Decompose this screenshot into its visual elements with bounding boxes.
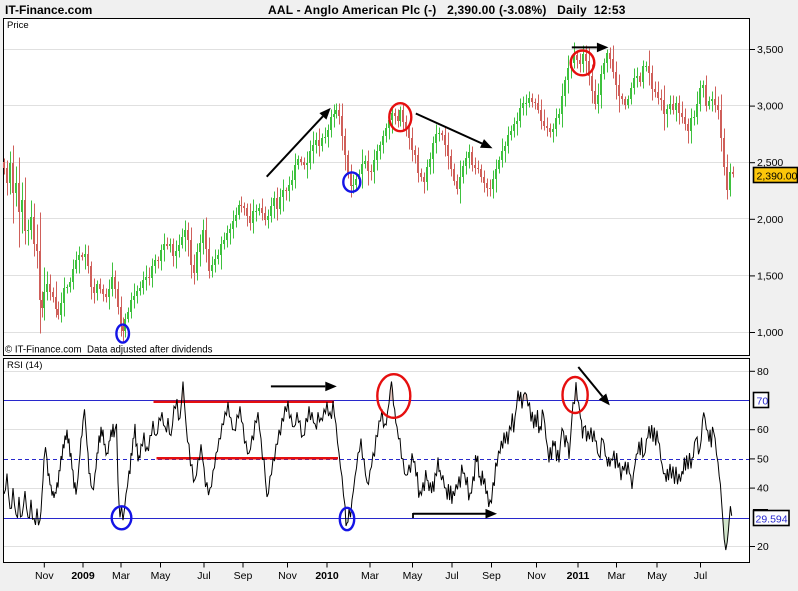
svg-text:May: May bbox=[403, 570, 424, 582]
svg-text:May: May bbox=[647, 570, 668, 582]
svg-text:Nov: Nov bbox=[35, 570, 54, 582]
svg-text:2010: 2010 bbox=[315, 570, 339, 582]
svg-text:Sep: Sep bbox=[234, 570, 253, 582]
svg-text:Nov: Nov bbox=[527, 570, 546, 582]
svg-text:AAL - Anglo American Plc (-): AAL - Anglo American Plc (-) 2,390.00 (-… bbox=[268, 3, 626, 17]
svg-text:IT-Finance.com: IT-Finance.com bbox=[5, 3, 92, 17]
svg-text:© IT-Finance.com Data adjuste: © IT-Finance.com Data adjusted after div… bbox=[5, 345, 213, 356]
svg-text:2,390.00: 2,390.00 bbox=[757, 171, 798, 183]
svg-text:50: 50 bbox=[757, 453, 769, 465]
svg-text:29.594: 29.594 bbox=[756, 514, 788, 526]
svg-text:3,500: 3,500 bbox=[757, 44, 783, 56]
svg-text:70: 70 bbox=[757, 396, 769, 408]
svg-text:2011: 2011 bbox=[567, 570, 590, 582]
svg-text:1,500: 1,500 bbox=[757, 270, 783, 282]
svg-text:40: 40 bbox=[757, 483, 769, 495]
svg-text:Mar: Mar bbox=[112, 570, 131, 582]
svg-text:3,000: 3,000 bbox=[757, 101, 783, 113]
svg-text:Price: Price bbox=[7, 20, 29, 31]
svg-text:2,500: 2,500 bbox=[757, 157, 783, 169]
svg-text:80: 80 bbox=[757, 366, 769, 378]
svg-text:May: May bbox=[151, 570, 172, 582]
svg-text:Jul: Jul bbox=[694, 570, 707, 582]
svg-text:Mar: Mar bbox=[607, 570, 626, 582]
svg-text:Mar: Mar bbox=[361, 570, 380, 582]
svg-text:60: 60 bbox=[757, 424, 769, 436]
svg-text:20: 20 bbox=[757, 541, 769, 553]
svg-text:Sep: Sep bbox=[482, 570, 501, 582]
svg-text:2009: 2009 bbox=[71, 570, 95, 582]
svg-text:1,000: 1,000 bbox=[757, 327, 783, 339]
svg-text:Jul: Jul bbox=[197, 570, 210, 582]
svg-text:Jul: Jul bbox=[445, 570, 458, 582]
svg-text:2,000: 2,000 bbox=[757, 214, 783, 226]
svg-text:RSI (14): RSI (14) bbox=[7, 360, 42, 371]
svg-text:Nov: Nov bbox=[278, 570, 297, 582]
